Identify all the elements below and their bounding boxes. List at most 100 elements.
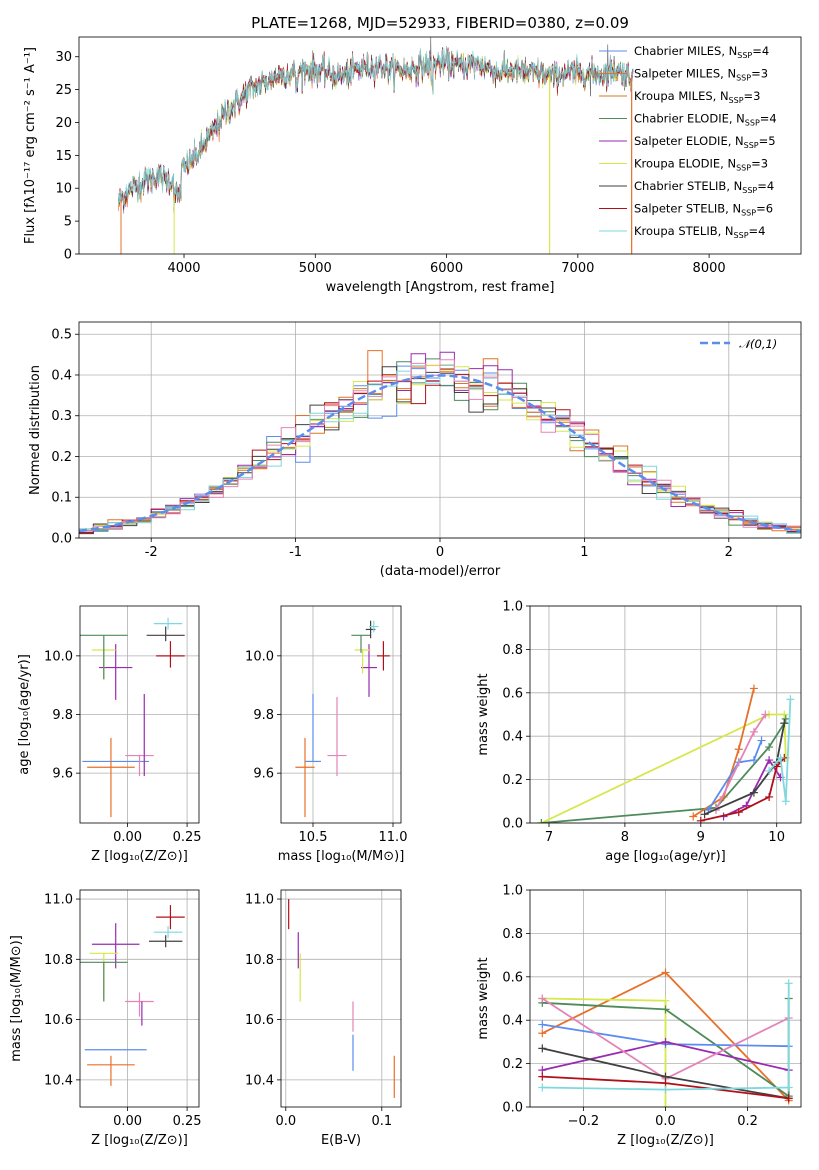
- mass-weight-marker: [786, 695, 795, 704]
- mass-weight-marker: [781, 714, 790, 723]
- y-tick-label: 1.0: [502, 600, 523, 615]
- mass-weight-marker: [749, 727, 758, 736]
- x-axis-label: (data-model)/error: [380, 564, 501, 579]
- x-axis-label: wavelength [Angstrom, rest frame]: [326, 280, 555, 295]
- y-axis-label: age [log₁₀(age/yr)]: [17, 654, 32, 775]
- x-axis-label: E(B-V): [321, 1133, 361, 1148]
- y-tick-label: 0.4: [502, 1014, 523, 1029]
- y-tick-label: 10.8: [44, 953, 73, 968]
- errorbar-point: [351, 634, 371, 653]
- mass-weight-marker: [538, 1083, 547, 1092]
- legend: 𝒩(0,1): [700, 337, 777, 351]
- y-tick-label: 0.0: [51, 532, 72, 547]
- mass-weight-marker: [661, 1103, 670, 1107]
- legend-label: Chabrier ELODIE, NSSP=4: [634, 112, 777, 128]
- mass-weight-marker: [749, 684, 758, 693]
- x-tick-label: 11.0: [379, 830, 408, 845]
- y-tick-label: 10.0: [245, 649, 274, 664]
- gaussian-curve: [79, 374, 801, 533]
- errorbar-point: [295, 737, 315, 818]
- mass-weight-marker: [765, 792, 774, 801]
- x-tick-label: 7000: [561, 261, 594, 276]
- mass-weight-marker: [784, 1094, 793, 1103]
- axes-frame: [78, 321, 802, 539]
- y-tick-label: 11.0: [245, 893, 274, 908]
- legend-label: Salpeter MILES, NSSP=3: [634, 67, 768, 83]
- mass-weight-marker: [765, 766, 774, 775]
- y-tick-label: 0.2: [502, 1057, 523, 1072]
- x-tick-label: 0.0: [275, 1114, 296, 1129]
- errorbar-point: [99, 644, 133, 700]
- mass-weight-marker: [538, 1020, 547, 1029]
- legend: Chabrier MILES, NSSP=4 Salpeter MILES, NS…: [599, 44, 777, 240]
- errorbar-point: [80, 634, 128, 680]
- x-tick-label: 6000: [430, 261, 463, 276]
- errorbar-point: [305, 693, 321, 763]
- y-tick-label: 9.6: [52, 767, 73, 782]
- x-tick-label: 10: [768, 830, 785, 845]
- x-tick-label: -2: [145, 545, 158, 560]
- x-axis-label: age [log₁₀(age/yr)]: [605, 849, 726, 864]
- y-tick-label: 10.6: [245, 1013, 274, 1028]
- mass-weight-marker: [661, 996, 670, 1005]
- plot-area: [118, 37, 634, 254]
- plot-area: [538, 968, 793, 1107]
- y-tick-label: 10.4: [44, 1073, 73, 1088]
- errorbar-point: [87, 1055, 135, 1086]
- mass-weight-line: [707, 740, 763, 811]
- y-tick-label: 0.0: [502, 817, 523, 832]
- x-axis-label: Z [log₁₀(Z/Z⊙)]: [91, 849, 188, 864]
- x-tick-label: 0.25: [173, 1114, 202, 1129]
- axes-frame: [79, 605, 200, 824]
- errorbar-point: [91, 923, 140, 969]
- mass-weight-marker: [784, 1083, 793, 1092]
- y-tick-label: 0.3: [51, 409, 72, 424]
- errorbar-point: [377, 641, 390, 671]
- errorbar-point: [361, 644, 377, 697]
- x-tick-label: 10.5: [299, 830, 328, 845]
- mass-weight-marker: [749, 756, 758, 765]
- mass-weight-marker: [776, 753, 785, 762]
- mass-weight-marker: [700, 810, 709, 819]
- legend-label: Kroupa ELODIE, NSSP=3: [634, 157, 768, 173]
- x-tick-label: 0.1: [371, 1114, 392, 1129]
- y-tick-label: 30: [55, 50, 72, 65]
- y-axis-label: mass [log₁₀(M/M⊙)]: [9, 935, 24, 1062]
- axes-frame: [78, 36, 802, 255]
- axes-frame: [529, 889, 802, 1108]
- x-tick-label: 5000: [299, 261, 332, 276]
- mass-weight-marker: [749, 788, 758, 797]
- y-tick-label: 0.8: [502, 927, 523, 942]
- y-tick-label: 9.6: [253, 767, 274, 782]
- y-tick-label: 0.0: [502, 1101, 523, 1116]
- mass-weight-marker: [765, 743, 774, 752]
- x-tick-label: 0.00: [113, 1114, 142, 1129]
- panel-age_vs_mass: 10.5 11.0 9.6 9.8 10.0 mass [log₁₀(M/M⊙)]: [245, 605, 408, 864]
- mass-weight-line: [541, 713, 787, 823]
- axes-frame: [280, 605, 402, 824]
- y-tick-label: 10.8: [245, 953, 274, 968]
- y-tick-label: 0.8: [502, 643, 523, 658]
- plot-area: [537, 684, 795, 823]
- mass-weight-marker: [537, 819, 546, 823]
- y-tick-label: 10.6: [44, 1013, 73, 1028]
- errorbar-point: [125, 754, 154, 777]
- plot-area: [80, 617, 185, 818]
- mass-weight-marker: [780, 710, 789, 719]
- errorbar-point: [369, 620, 379, 633]
- mass-weight-marker: [780, 719, 789, 728]
- mass-weight-marker: [761, 710, 770, 719]
- errorbar-point: [80, 961, 128, 1002]
- errorbar-point: [153, 617, 183, 630]
- panel-age_vs_Z: 0.00 0.25 9.6 9.8 10.0 Z [log₁₀(Z/Z⊙)] age [lo…: [17, 605, 202, 864]
- y-tick-label: 5: [64, 215, 72, 230]
- y-tick-label: 10.4: [245, 1073, 274, 1088]
- x-tick-label: 0: [436, 545, 444, 560]
- legend-label: Salpeter STELIB, NSSP=6: [634, 202, 773, 218]
- x-tick-label: 4000: [167, 261, 200, 276]
- x-tick-label: 0.00: [113, 830, 142, 845]
- errorbar-point: [87, 737, 135, 818]
- y-tick-label: 0.2: [502, 773, 523, 788]
- panel-mass_vs_EBV: 0.0 0.1 10.4 10.6 10.8 11.0 E(B-V): [245, 889, 402, 1148]
- legend-label: Kroupa STELIB, NSSP=4: [634, 224, 765, 240]
